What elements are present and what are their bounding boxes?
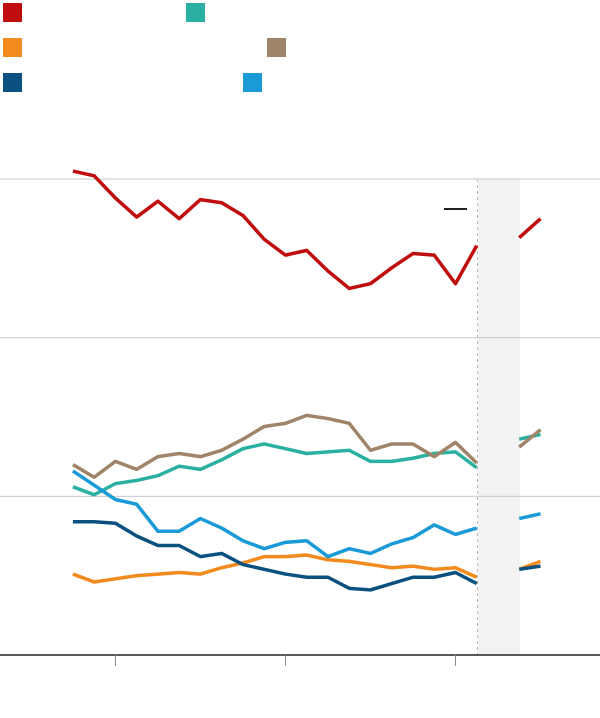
series-line <box>72 413 542 480</box>
lines <box>71 169 542 592</box>
legend-swatch <box>3 73 22 92</box>
legend-swatch <box>267 38 286 57</box>
legend <box>3 3 286 92</box>
legend-swatch <box>186 3 205 22</box>
legend-swatch <box>243 73 262 92</box>
grid <box>0 178 600 666</box>
shaded-region <box>478 179 520 655</box>
series-line <box>72 169 542 291</box>
series-line <box>71 469 541 559</box>
series-line <box>72 519 541 592</box>
legend-swatch <box>3 3 22 22</box>
legend-swatch <box>3 38 22 57</box>
